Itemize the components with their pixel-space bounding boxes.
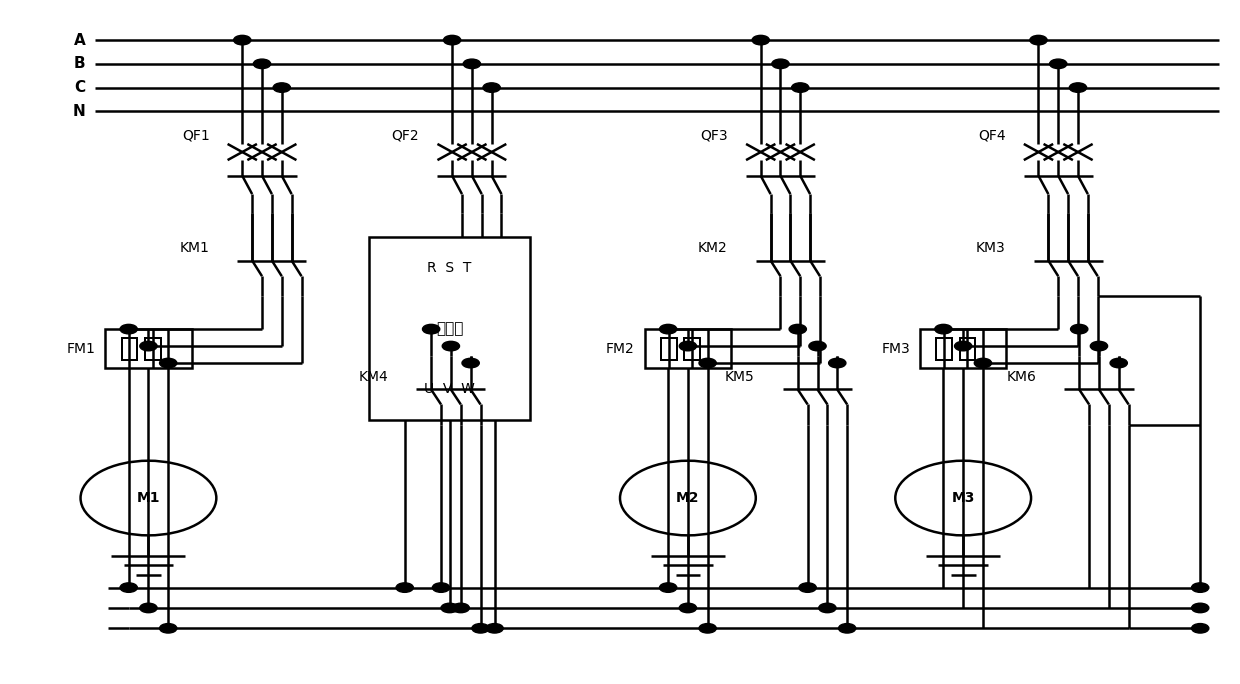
Text: QF2: QF2	[392, 128, 419, 142]
Circle shape	[808, 341, 826, 351]
Circle shape	[1090, 341, 1107, 351]
Circle shape	[1030, 36, 1047, 45]
Text: QF1: QF1	[182, 128, 210, 142]
Text: R  S  T: R S T	[428, 261, 472, 275]
Circle shape	[433, 583, 450, 592]
Text: C: C	[74, 80, 86, 95]
Text: KM3: KM3	[976, 241, 1006, 255]
Circle shape	[140, 603, 157, 613]
Circle shape	[423, 324, 440, 334]
Circle shape	[935, 324, 952, 334]
Circle shape	[660, 583, 677, 592]
Circle shape	[828, 358, 846, 368]
Circle shape	[482, 83, 500, 92]
Text: KM1: KM1	[180, 241, 210, 255]
Text: 变频器: 变频器	[436, 321, 464, 336]
Text: KM5: KM5	[725, 370, 755, 384]
Circle shape	[1049, 59, 1066, 68]
Circle shape	[791, 83, 808, 92]
Circle shape	[818, 603, 836, 613]
Circle shape	[1069, 83, 1086, 92]
Circle shape	[443, 341, 460, 351]
Text: QF4: QF4	[978, 128, 1006, 142]
Circle shape	[975, 358, 992, 368]
Text: B: B	[74, 56, 86, 71]
Circle shape	[1192, 603, 1209, 613]
Circle shape	[753, 36, 769, 45]
Circle shape	[699, 358, 717, 368]
Text: M2: M2	[676, 491, 699, 505]
Circle shape	[1192, 624, 1209, 633]
Text: U  V  W: U V W	[424, 382, 475, 396]
Circle shape	[441, 603, 459, 613]
Circle shape	[486, 624, 503, 633]
Circle shape	[233, 36, 250, 45]
Circle shape	[160, 624, 177, 633]
Circle shape	[1110, 358, 1127, 368]
Circle shape	[771, 59, 789, 68]
Circle shape	[464, 59, 481, 68]
Circle shape	[160, 358, 177, 368]
Circle shape	[660, 324, 677, 334]
Text: QF3: QF3	[701, 128, 728, 142]
Circle shape	[120, 324, 138, 334]
Circle shape	[1070, 324, 1087, 334]
Circle shape	[273, 83, 290, 92]
Text: FM2: FM2	[606, 342, 635, 356]
Circle shape	[838, 624, 856, 633]
Circle shape	[140, 341, 157, 351]
Circle shape	[799, 583, 816, 592]
Text: M1: M1	[136, 491, 160, 505]
Circle shape	[789, 324, 806, 334]
Circle shape	[120, 583, 138, 592]
Circle shape	[463, 358, 480, 368]
Text: FM1: FM1	[67, 342, 95, 356]
Text: M3: M3	[951, 491, 975, 505]
Text: N: N	[73, 104, 86, 119]
Circle shape	[680, 603, 697, 613]
Text: FM3: FM3	[882, 342, 910, 356]
Circle shape	[253, 59, 270, 68]
Circle shape	[955, 341, 972, 351]
Circle shape	[444, 36, 461, 45]
Circle shape	[453, 603, 470, 613]
Circle shape	[680, 341, 697, 351]
Text: KM6: KM6	[1007, 370, 1037, 384]
Text: KM2: KM2	[698, 241, 728, 255]
Text: KM4: KM4	[358, 370, 388, 384]
Circle shape	[472, 624, 489, 633]
Circle shape	[396, 583, 413, 592]
Circle shape	[699, 624, 717, 633]
Circle shape	[1192, 583, 1209, 592]
Text: A: A	[73, 33, 86, 48]
